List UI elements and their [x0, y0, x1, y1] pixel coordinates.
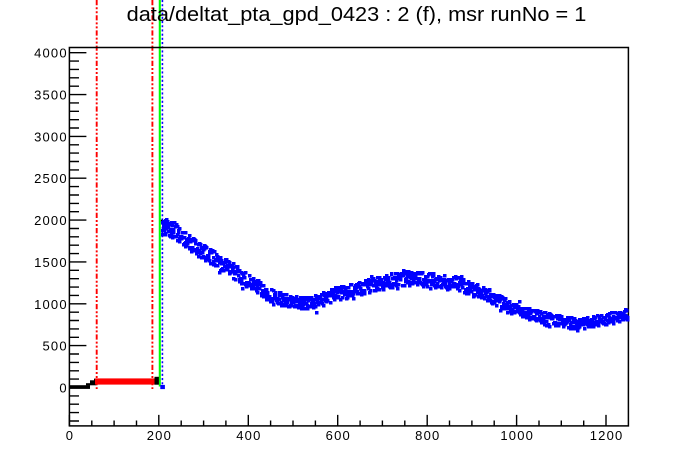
svg-text:0: 0	[59, 381, 67, 396]
svg-text:0: 0	[66, 428, 74, 443]
svg-text:1000: 1000	[34, 297, 68, 312]
svg-text:800: 800	[415, 428, 440, 443]
svg-text:3000: 3000	[34, 129, 68, 144]
svg-text:1500: 1500	[34, 255, 68, 270]
svg-text:4000: 4000	[34, 46, 68, 61]
svg-text:200: 200	[147, 428, 172, 443]
svg-text:data/deltat_pta_gpd_0423 : 2 (: data/deltat_pta_gpd_0423 : 2 (f), msr ru…	[127, 4, 587, 26]
svg-text:400: 400	[236, 428, 261, 443]
svg-text:1200: 1200	[590, 428, 624, 443]
svg-text:3500: 3500	[34, 88, 68, 103]
svg-text:2000: 2000	[34, 213, 68, 228]
svg-text:1000: 1000	[500, 428, 534, 443]
svg-text:2500: 2500	[34, 171, 68, 186]
svg-text:600: 600	[326, 428, 351, 443]
svg-text:500: 500	[43, 339, 68, 354]
